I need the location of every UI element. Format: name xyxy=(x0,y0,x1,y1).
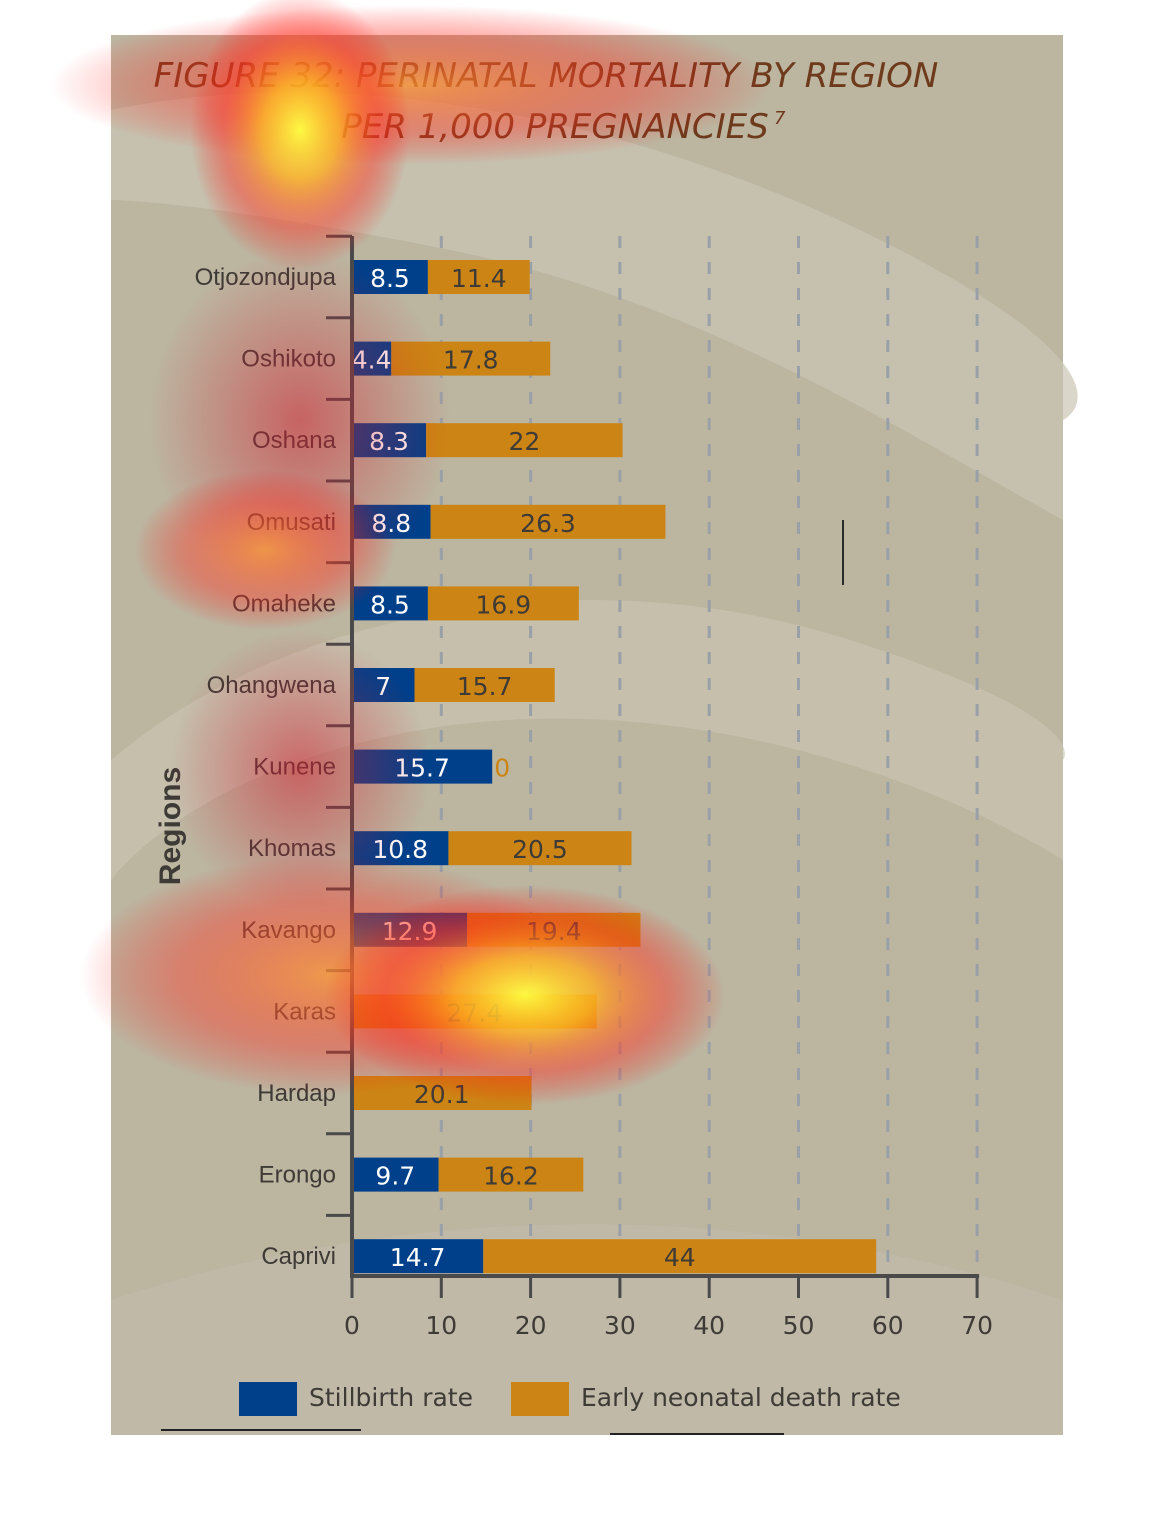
category-label: Omusati xyxy=(247,509,336,536)
x-tick-label: 40 xyxy=(693,1311,725,1340)
bar-neonatal xyxy=(483,1239,877,1274)
data-label-neonatal: 0 xyxy=(494,754,510,783)
bar-neonatal xyxy=(426,423,623,458)
data-label-neonatal: 11.4 xyxy=(451,264,507,293)
x-tick-label: 0 xyxy=(344,1311,360,1340)
category-label: Karas xyxy=(273,998,336,1025)
chart-title: FIGURE 32: PERINATAL MORTALITY BY REGION xyxy=(154,56,939,96)
legend-swatch-neonatal xyxy=(511,1382,569,1416)
bar-neonatal xyxy=(430,504,666,539)
data-label-stillbirth: 9.7 xyxy=(375,1162,415,1191)
bar-neonatal xyxy=(427,586,579,621)
data-label-stillbirth: 12.9 xyxy=(382,917,438,946)
legend-swatch-stillbirth xyxy=(239,1382,297,1416)
data-label-neonatal: 22 xyxy=(508,427,540,456)
data-label-stillbirth: 4.4 xyxy=(352,346,392,375)
data-label-stillbirth: 8.8 xyxy=(371,509,411,538)
x-tick-label: 20 xyxy=(515,1311,547,1340)
legend-label-stillbirth: Stillbirth rate xyxy=(309,1383,473,1412)
data-label-neonatal: 16.2 xyxy=(483,1162,539,1191)
x-tick-label: 50 xyxy=(783,1311,815,1340)
bar-neonatal xyxy=(414,668,555,702)
data-label-neonatal: 19.4 xyxy=(526,917,582,946)
category-label: Omaheke xyxy=(232,590,336,617)
data-label-stillbirth: 15.7 xyxy=(394,754,450,783)
data-label-stillbirth: 7 xyxy=(375,672,391,701)
bar-stillbirth xyxy=(352,1157,439,1192)
data-label-neonatal: 27.4 xyxy=(447,998,503,1027)
category-label: Khomas xyxy=(248,835,336,862)
data-label-neonatal: 44 xyxy=(664,1243,696,1272)
x-tick-label: 10 xyxy=(425,1311,457,1340)
x-tick-label: 30 xyxy=(604,1311,636,1340)
chart-subtitle: PER 1,000 PREGNANCIES xyxy=(341,107,768,147)
legend-label-neonatal: Early neonatal death rate xyxy=(581,1383,901,1412)
bar-stillbirth xyxy=(352,1239,484,1274)
data-label-stillbirth: 8.5 xyxy=(370,264,410,293)
category-label: Erongo xyxy=(259,1162,336,1189)
category-label: Ohangwena xyxy=(207,672,337,699)
category-label: Kavango xyxy=(241,917,336,944)
data-label-neonatal: 17.8 xyxy=(443,346,499,375)
data-label-neonatal: 20.5 xyxy=(512,835,568,864)
y-axis-title: Regions xyxy=(154,767,187,885)
category-label: Otjozondjupa xyxy=(195,264,337,291)
data-label-stillbirth: 8.3 xyxy=(369,427,409,456)
data-label-neonatal: 26.3 xyxy=(520,509,576,538)
data-label-stillbirth: 8.5 xyxy=(370,590,410,619)
x-tick-label: 70 xyxy=(961,1311,993,1340)
category-label: Oshana xyxy=(252,427,337,454)
category-label: Kunene xyxy=(253,754,336,781)
category-label: Oshikoto xyxy=(241,346,336,373)
title-footnote-marker: 7 xyxy=(774,108,786,129)
data-label-stillbirth: 10.8 xyxy=(372,835,428,864)
data-label-neonatal: 16.9 xyxy=(476,590,532,619)
x-tick-label: 60 xyxy=(872,1311,904,1340)
data-label-stillbirth: 14.7 xyxy=(390,1243,446,1272)
category-label: Hardap xyxy=(257,1080,336,1107)
bar-neonatal xyxy=(438,1157,584,1192)
category-label: Caprivi xyxy=(261,1243,336,1270)
data-label-neonatal: 20.1 xyxy=(414,1080,470,1109)
data-label-neonatal: 15.7 xyxy=(457,672,513,701)
